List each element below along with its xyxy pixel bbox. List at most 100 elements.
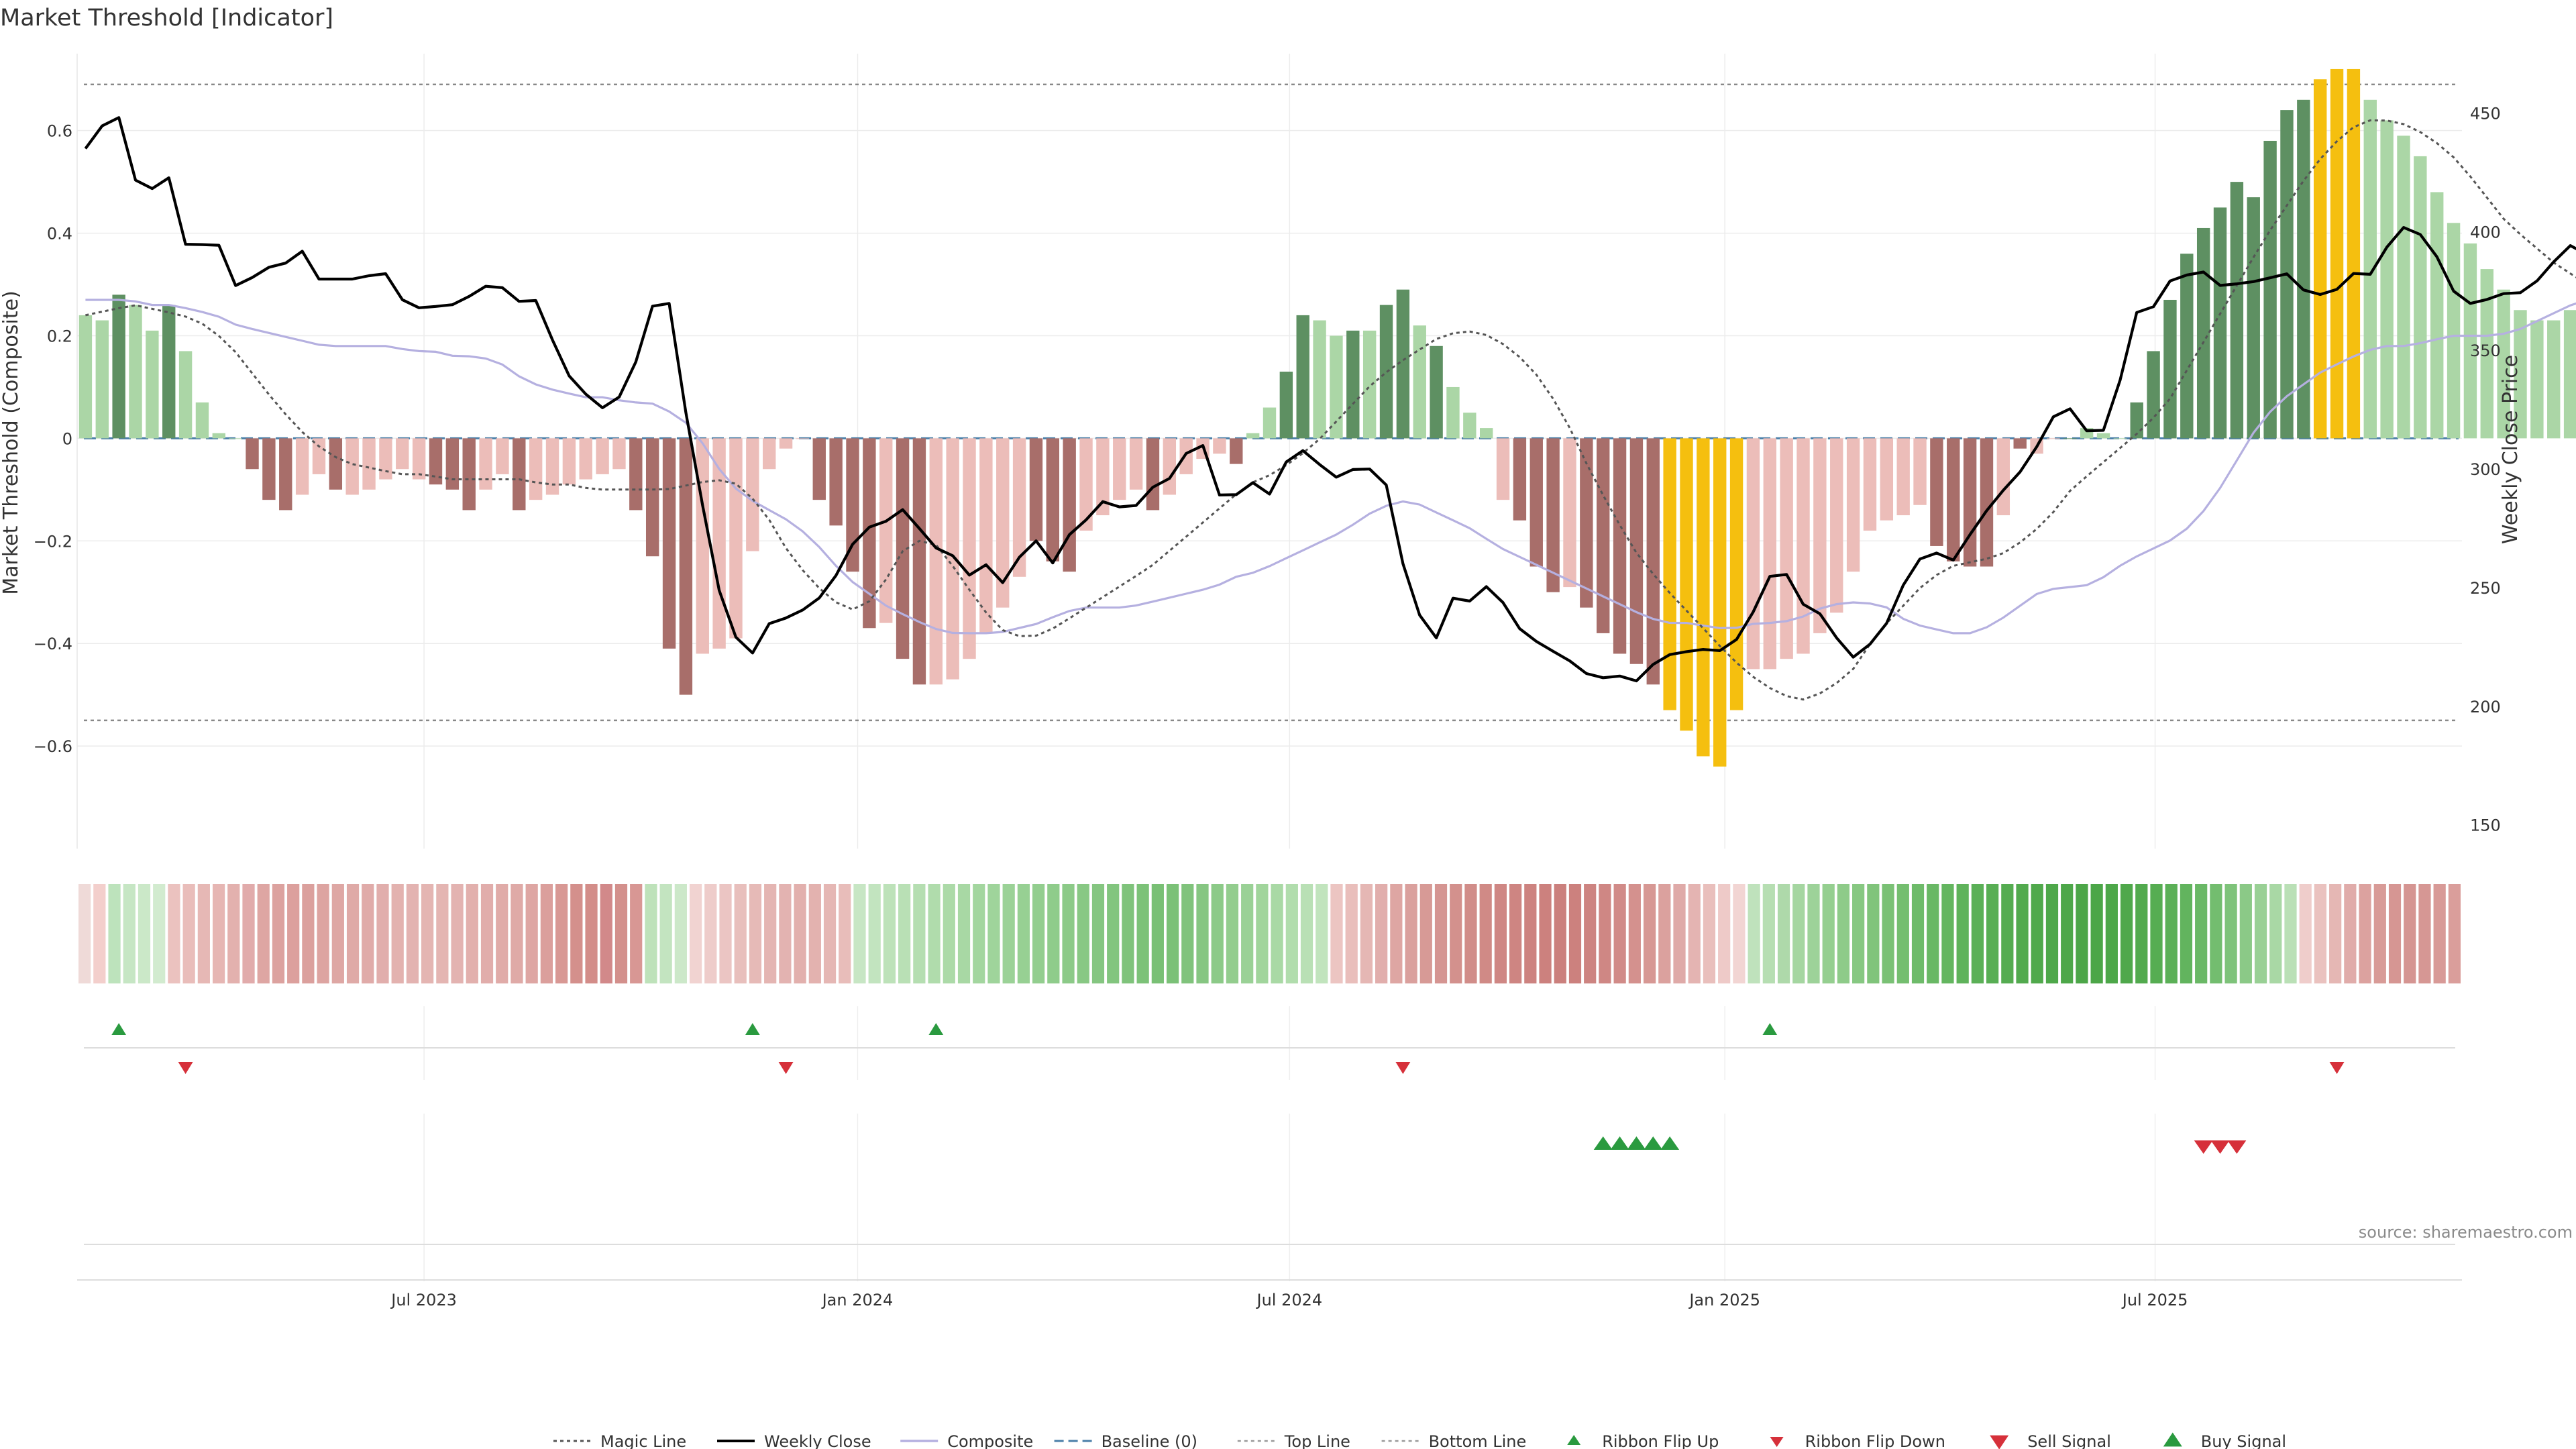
composite-bar	[696, 438, 709, 654]
composite-bar	[1846, 438, 1860, 572]
composite-bar	[2213, 207, 2227, 439]
ribbon-cell	[331, 884, 344, 983]
ribbon-cell	[2388, 884, 2402, 983]
composite-bar	[1379, 305, 1393, 439]
ribbon-cell	[674, 884, 687, 983]
legend-item: Composite	[900, 1432, 1033, 1449]
buy-signal-marker	[1627, 1136, 1646, 1150]
ribbon-cell	[2239, 884, 2252, 983]
ribbon-cell	[1896, 884, 1909, 983]
ribbon-cell	[153, 884, 166, 983]
ribbon-cell	[1539, 884, 1552, 983]
ribbon-cell	[406, 884, 419, 983]
composite-bar	[2230, 182, 2244, 439]
ribbon-cell	[2433, 884, 2446, 983]
ribbon-cell	[1002, 884, 1015, 983]
buy-signal-marker	[1593, 1136, 1613, 1150]
ribbon-cell	[525, 884, 538, 983]
ribbon-cell	[1300, 884, 1313, 983]
ribbon-cell	[1032, 884, 1045, 983]
legend-item: Buy Signal	[2163, 1432, 2286, 1449]
ribbon-cell	[346, 884, 360, 983]
ribbon-cell	[1554, 884, 1566, 983]
ribbon-cell	[1599, 884, 1611, 983]
left-tick-label: −0.2	[34, 532, 72, 551]
legend-label: Ribbon Flip Down	[1805, 1432, 1945, 1449]
ribbon-cell	[1867, 884, 1880, 983]
composite-bar	[1263, 407, 1277, 439]
ribbon-cell	[466, 884, 478, 983]
composite-bar	[1930, 438, 1943, 546]
ribbon-cell	[839, 884, 851, 983]
ribbon-cell	[1122, 884, 1134, 983]
legend-item: Ribbon Flip Up	[1567, 1432, 1719, 1449]
ribbon-cell	[1837, 884, 1850, 983]
ribbon-cell	[1166, 884, 1179, 983]
ribbon-cell	[2254, 884, 2267, 983]
composite-bar	[2013, 438, 2027, 449]
ribbon-cell	[480, 884, 494, 983]
composite-bar	[979, 438, 993, 633]
composite-bar	[1346, 330, 1360, 439]
composite-bar	[112, 294, 125, 439]
ribbon-cell	[182, 884, 195, 983]
ribbon-flip-down-marker	[778, 1062, 794, 1074]
composite-bar	[2313, 79, 2327, 439]
composite-bar	[2514, 310, 2527, 439]
composite-bar	[379, 438, 392, 480]
right-tick-label: 150	[2470, 816, 2501, 835]
legend-label: Baseline (0)	[1102, 1432, 1197, 1449]
ribbon-cell	[123, 884, 136, 983]
composite-bar	[496, 438, 509, 474]
composite-bar	[1513, 438, 1527, 521]
ribbon-cell	[764, 884, 777, 983]
composite-bar	[1896, 438, 1910, 516]
right-tick-label: 400	[2470, 223, 2501, 241]
ribbon-cell	[1628, 884, 1641, 983]
composite-bar	[1880, 438, 1894, 521]
composite-bar	[1580, 438, 1593, 608]
composite-bar	[545, 438, 559, 495]
ribbon-cell	[600, 884, 612, 983]
legend-swatch	[2163, 1432, 2182, 1447]
legend-swatch	[1567, 1435, 1581, 1445]
composite-bar	[1230, 438, 1243, 464]
ribbon-cell	[1807, 884, 1820, 983]
composite-bar	[879, 438, 893, 623]
ribbon-cell	[1017, 884, 1030, 983]
composite-bar	[645, 438, 659, 557]
composite-bar	[1913, 438, 1927, 505]
ribbon-cell	[1673, 884, 1686, 983]
left-tick-label: −0.4	[34, 635, 72, 653]
composite-bar	[746, 438, 759, 551]
composite-bar	[1780, 438, 1793, 659]
ribbon-cell	[1285, 884, 1298, 983]
ribbon-flip-up-marker	[745, 1023, 760, 1035]
composite-bar	[1697, 438, 1710, 757]
composite-bar	[1863, 438, 1877, 531]
ribbon-cell	[957, 884, 971, 983]
composite-bar	[2297, 99, 2310, 439]
composite-bar	[1012, 438, 1026, 577]
right-tick-label: 250	[2470, 579, 2501, 598]
composite-bar	[1113, 438, 1126, 500]
ribbon-cell	[659, 884, 672, 983]
ribbon-cell	[1703, 884, 1716, 983]
ribbon-cell	[1226, 884, 1239, 983]
ribbon-cell	[212, 884, 225, 983]
buy-signal-marker	[1610, 1136, 1629, 1150]
composite-bar	[1479, 428, 1493, 439]
composite-bar	[146, 330, 159, 439]
composite-bar	[1830, 438, 1843, 613]
ribbon-cell	[689, 884, 702, 983]
ribbon-cell	[93, 884, 106, 983]
ribbon-cell	[1181, 884, 1194, 983]
composite-bar	[246, 438, 259, 470]
ribbon-cell	[272, 884, 285, 983]
ribbon-cell	[1509, 884, 1522, 983]
composite-bar	[779, 438, 793, 449]
x-tick-label: Jan 2024	[821, 1291, 894, 1309]
ribbon-cell	[808, 884, 821, 983]
weekly-close-line	[84, 116, 2576, 683]
